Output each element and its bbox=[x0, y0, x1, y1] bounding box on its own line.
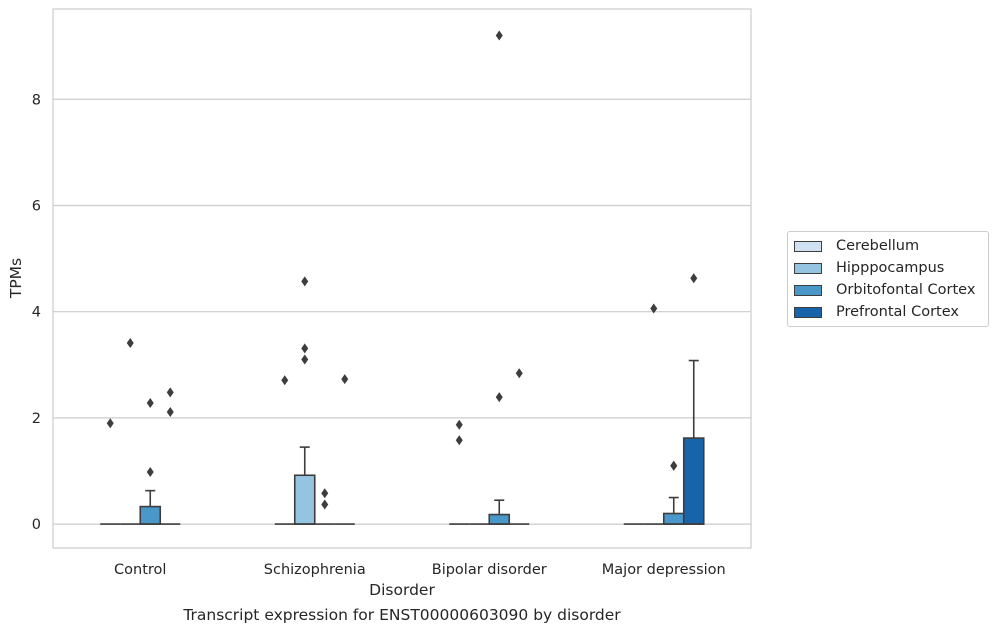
outlier-point bbox=[301, 354, 309, 365]
legend-item-prefrontal: Prefrontal Cortex bbox=[794, 303, 959, 321]
legend-swatch-orbitofrontal bbox=[794, 284, 822, 296]
chart-caption: Transcript expression for ENST0000060309… bbox=[183, 606, 621, 624]
outlier-point bbox=[650, 303, 658, 314]
x-tick-label: Major depression bbox=[602, 562, 726, 578]
legend-swatch-prefrontal bbox=[794, 306, 822, 318]
outlier-point bbox=[455, 435, 463, 446]
box-group bbox=[160, 387, 181, 525]
box-group bbox=[100, 418, 121, 525]
box-group bbox=[334, 374, 355, 525]
y-axis-label: TPMs bbox=[7, 258, 25, 299]
y-tick-label: 8 bbox=[32, 92, 41, 108]
outlier-point bbox=[690, 273, 698, 284]
legend-item-orbitofrontal: Orbitofontal Cortex bbox=[794, 281, 975, 299]
box bbox=[139, 505, 162, 525]
box-group bbox=[120, 338, 141, 525]
outlier-point bbox=[670, 460, 678, 471]
outlier-point bbox=[495, 30, 503, 41]
outlier-point bbox=[341, 374, 349, 385]
box bbox=[662, 512, 685, 525]
outlier-point bbox=[495, 392, 503, 403]
box-group bbox=[449, 419, 470, 525]
outlier-point bbox=[321, 499, 329, 510]
tick-labels: 0 2 4 6 8 Control Schizophrenia Bipolar disorde… bbox=[32, 92, 726, 578]
x-axis-label: Disorder bbox=[369, 581, 435, 599]
outlier-point bbox=[455, 419, 463, 430]
legend-label-cerebellum: Cerebellum bbox=[836, 238, 920, 254]
outlier-point bbox=[146, 398, 154, 409]
boxes bbox=[100, 30, 705, 525]
outlier-point bbox=[301, 343, 309, 354]
outlier-point bbox=[301, 276, 309, 287]
box bbox=[488, 513, 511, 525]
box-group bbox=[314, 488, 335, 525]
legend-item-hippocampus: Hipppocampus bbox=[794, 259, 944, 277]
box-group bbox=[274, 375, 295, 525]
outlier-point bbox=[166, 387, 174, 398]
box bbox=[293, 474, 316, 525]
x-tick-label: Schizophrenia bbox=[264, 562, 366, 578]
x-tick-label: Control bbox=[114, 562, 166, 578]
box-group bbox=[293, 276, 316, 525]
box-group bbox=[643, 303, 664, 525]
x-tick-label: Bipolar disorder bbox=[432, 562, 547, 578]
box-group bbox=[682, 273, 705, 525]
legend-label-orbitofrontal: Orbitofontal Cortex bbox=[836, 282, 976, 298]
box bbox=[682, 437, 705, 525]
outlier-point bbox=[106, 418, 114, 429]
legend-item-cerebellum: Cerebellum bbox=[794, 237, 919, 255]
plot-area bbox=[52, 8, 752, 549]
legend-swatch-hippocampus bbox=[794, 262, 822, 274]
y-tick-label: 6 bbox=[32, 198, 41, 214]
outlier-point bbox=[166, 407, 174, 418]
legend-label-hippocampus: Hipppocampus bbox=[836, 260, 945, 276]
y-tick-label: 2 bbox=[32, 411, 41, 427]
box-group bbox=[509, 368, 530, 525]
outlier-point bbox=[126, 338, 134, 349]
outlier-point bbox=[146, 467, 154, 478]
outlier-point bbox=[281, 375, 289, 386]
legend-swatch-cerebellum bbox=[794, 240, 822, 252]
legend-label-prefrontal: Prefrontal Cortex bbox=[836, 304, 959, 320]
outlier-point bbox=[321, 488, 329, 499]
box-group bbox=[139, 398, 162, 525]
y-tick-label: 0 bbox=[32, 517, 41, 533]
box-group bbox=[488, 30, 511, 525]
y-tick-label: 4 bbox=[32, 305, 41, 321]
legend: Cerebellum Hipppocampus Orbitofontal Cor… bbox=[787, 231, 989, 327]
outlier-point bbox=[515, 368, 523, 379]
